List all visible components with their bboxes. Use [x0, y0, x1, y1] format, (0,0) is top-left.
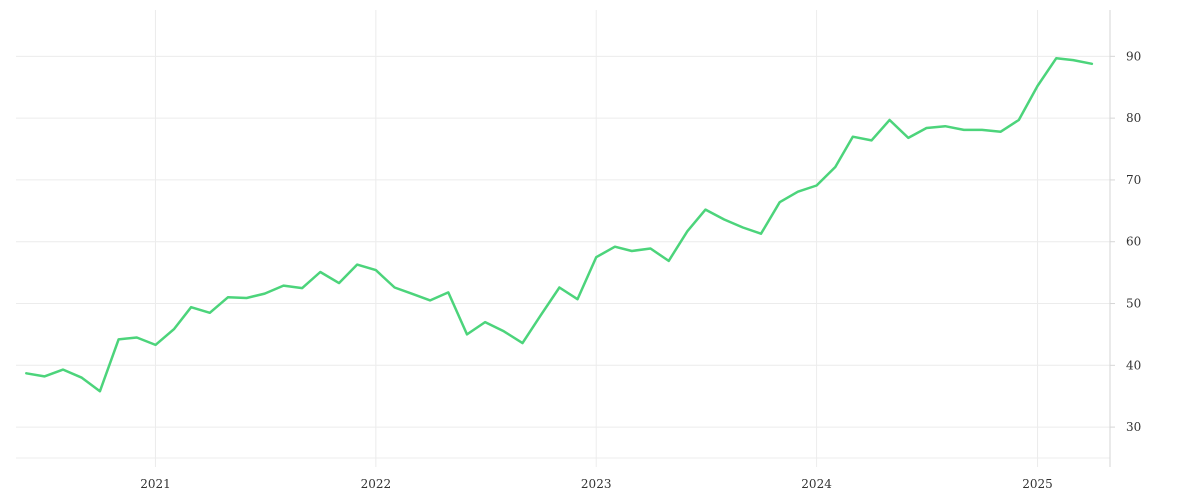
y-tick-label: 60: [1126, 235, 1141, 249]
y-tick-label: 50: [1126, 297, 1141, 311]
x-tick-label: 2025: [1022, 477, 1053, 491]
y-tick-label: 90: [1126, 49, 1141, 63]
axes: [1109, 10, 1115, 467]
x-tick-label: 2022: [361, 477, 392, 491]
y-tick-label: 30: [1126, 420, 1141, 434]
x-tick-label: 2024: [801, 477, 832, 491]
y-tick-label: 70: [1126, 173, 1141, 187]
series-layer: [25, 56, 1094, 393]
y-tick-label: 40: [1126, 358, 1141, 372]
series-line: [25, 56, 1094, 393]
x-tick-label: 2021: [140, 477, 171, 491]
tick-labels: 30 40 50 60 70 80 90 2021 2022 2023 2024 2025: [140, 49, 1141, 491]
grid: [16, 10, 1110, 467]
x-tick-label: 2023: [581, 477, 612, 491]
y-tick-label: 80: [1126, 111, 1141, 125]
